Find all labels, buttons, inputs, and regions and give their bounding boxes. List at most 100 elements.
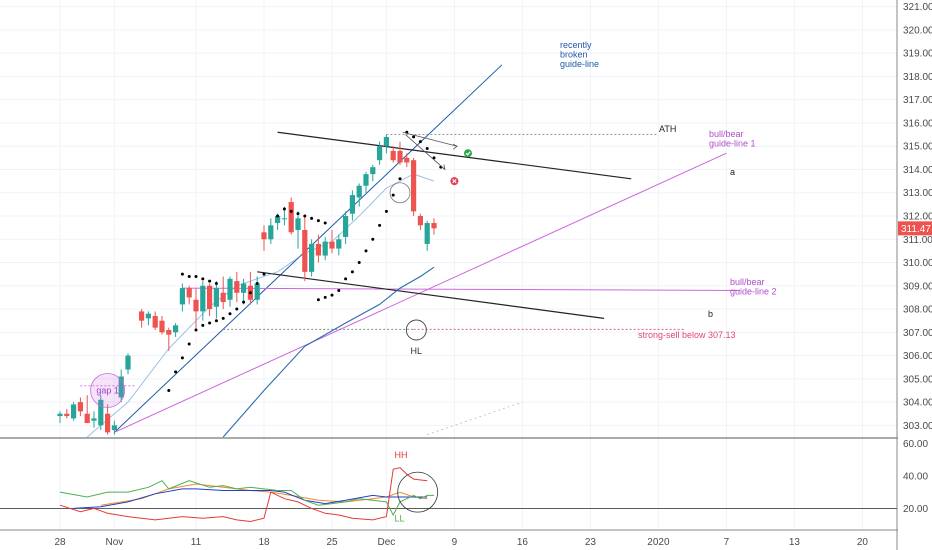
candle (261, 225, 267, 251)
recently-broken-label: recently (560, 40, 592, 50)
candle (166, 327, 172, 351)
a-label: a (730, 167, 735, 177)
price-tick-label: 303.00 (903, 421, 932, 432)
close-icon (452, 178, 457, 184)
candle (343, 211, 349, 244)
candle (91, 411, 97, 428)
moving-averages (86, 173, 435, 438)
time-tick-label: 28 (54, 537, 66, 548)
candle-body (111, 425, 117, 431)
candle-body (207, 285, 213, 310)
osc-circle (397, 471, 439, 513)
candle (302, 216, 308, 282)
recently-broken-label: broken (560, 50, 588, 60)
candle-body (281, 218, 287, 220)
psar-dot (235, 307, 239, 311)
candle-body (424, 222, 430, 244)
psar-dot (208, 279, 212, 283)
candle (200, 281, 206, 321)
candle (363, 171, 369, 193)
arrow-head (440, 164, 446, 171)
osc-tick-label: 40.00 (903, 471, 928, 482)
candle-body (377, 146, 383, 161)
candle-body (370, 167, 376, 175)
psar-dot (330, 293, 334, 297)
breakdown-circle (389, 182, 411, 204)
candle (322, 236, 328, 261)
psar-dot (391, 193, 395, 197)
price-tick-label: 312.00 (903, 212, 932, 223)
trendline (277, 131, 632, 180)
price-tick-label: 305.00 (903, 374, 932, 385)
trendline (114, 152, 727, 433)
candle-body (77, 402, 83, 412)
oscillator-pane: HH LL (0, 450, 897, 523)
time-tick-label: Nov (106, 537, 124, 548)
time-axis[interactable]: 28 Nov 11 18 25 Dec 9 16 23 2020 7 13 20 (54, 537, 868, 548)
candle (84, 395, 90, 424)
last-price-badge (898, 221, 932, 236)
price-axis[interactable]: 321.00 320.00 319.00 318.00 317.00 316.00 315.… (898, 2, 932, 432)
candle (356, 183, 362, 207)
psar-dot (208, 321, 212, 325)
psar-dot (412, 135, 416, 139)
price-tick-label: 313.00 (903, 188, 932, 199)
candle (98, 395, 104, 431)
psar-dot (418, 140, 422, 144)
oscillator-axis[interactable]: 60.00 40.00 20.00 (903, 439, 928, 515)
psar-dot (371, 237, 375, 241)
psar-dot (384, 209, 388, 213)
psar-dot (310, 216, 314, 220)
price-tick-label: 318.00 (903, 72, 932, 83)
candle (173, 323, 179, 337)
price-tick-label: 320.00 (903, 25, 932, 36)
time-tick-label: 9 (452, 537, 458, 548)
candle (118, 369, 124, 403)
time-tick-label: 2020 (647, 537, 670, 548)
candle-body (145, 313, 151, 319)
candle-body (241, 283, 247, 293)
osc-tick-label: 60.00 (903, 439, 928, 450)
candle (268, 218, 274, 244)
osc-tick-label: 20.00 (903, 504, 928, 515)
psar-dot (323, 295, 327, 299)
psar-dot (214, 281, 218, 285)
candle-body (186, 288, 192, 298)
candle-body (302, 229, 308, 272)
psar-dot (262, 272, 266, 276)
psar-dot (214, 319, 218, 323)
gap-label: gap 1 (96, 385, 119, 395)
psar-dot (350, 270, 354, 274)
candle-body (139, 311, 145, 321)
candle (179, 283, 185, 312)
candle-body (254, 283, 260, 300)
psar-dot (194, 274, 198, 278)
psar-dot (323, 221, 327, 225)
candle-body (200, 285, 206, 312)
price-tick-label: 309.00 (903, 281, 932, 292)
candle-body (84, 413, 90, 424)
time-tick-label: 25 (326, 537, 338, 548)
psar-dot (316, 298, 320, 302)
psar-dot (276, 214, 280, 218)
candle-body (91, 418, 97, 421)
psar-dot (194, 328, 198, 332)
trendline (257, 271, 605, 319)
psar-dot (432, 156, 436, 160)
price-tick-label: 307.00 (903, 328, 932, 339)
candle-body (220, 292, 226, 303)
candle-body (336, 239, 342, 249)
candle-body (268, 225, 274, 240)
last-price-label: 311.47 (901, 224, 931, 235)
candle-body (213, 288, 219, 307)
time-tick-label: 7 (724, 537, 730, 548)
candle-body (166, 329, 172, 335)
osc-blue-line (73, 488, 428, 509)
candle (288, 197, 294, 235)
check-marker (464, 149, 472, 158)
time-tick-label: 16 (517, 537, 529, 548)
guide-line-2-label: bull/bear (730, 277, 765, 287)
price-tick-label: 311.00 (903, 235, 932, 246)
